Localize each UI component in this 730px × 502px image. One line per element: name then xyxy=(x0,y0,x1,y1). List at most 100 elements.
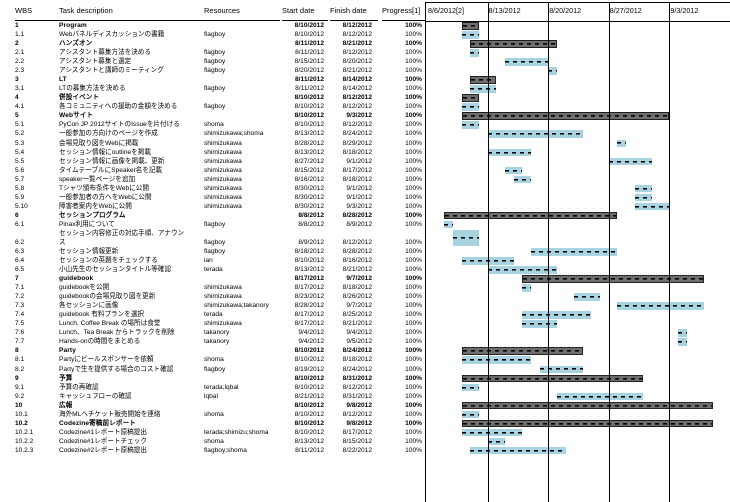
wbs-cell[interactable]: 5.2 xyxy=(15,130,25,138)
progress-cell[interactable]: 100% xyxy=(405,85,422,93)
task-bar[interactable] xyxy=(634,202,670,211)
table-row[interactable]: 6.5 小山先生のセッションタイトル等確認 terada 8/13/2012 8/21/… xyxy=(0,265,730,274)
resources-cell[interactable]: terada xyxy=(204,266,223,274)
resources-cell[interactable]: flagboy xyxy=(204,220,226,228)
wbs-cell[interactable]: 5.5 xyxy=(15,157,25,165)
finish-date-cell[interactable]: 8/21/2012 xyxy=(342,67,372,75)
resources-cell[interactable]: ian xyxy=(204,257,213,265)
table-row[interactable]: 4.1 各コミュニティへの援助の金額を決める flagboy 8/10/2012 8/1… xyxy=(0,102,730,111)
start-date-cell[interactable]: 8/15/2012 xyxy=(294,166,324,174)
wbs-cell[interactable]: 7.1 xyxy=(15,284,25,292)
resources-cell[interactable]: flagboy xyxy=(204,365,226,373)
start-date-cell[interactable]: 8/10/2012 xyxy=(294,121,324,129)
finish-date-cell[interactable]: 8/18/2012 xyxy=(342,148,372,156)
progress-cell[interactable]: 100% xyxy=(405,356,422,364)
finish-date-cell[interactable]: 9/3/2012 xyxy=(346,202,372,210)
progress-cell[interactable]: 100% xyxy=(405,338,422,346)
task-bar[interactable] xyxy=(452,229,479,246)
finish-date-cell[interactable]: 8/12/2012 xyxy=(342,31,372,39)
resources-cell[interactable]: takanory xyxy=(204,338,230,346)
resources-cell[interactable]: takanory xyxy=(204,329,230,337)
wbs-cell[interactable]: 8.1 xyxy=(15,356,25,364)
resources-cell[interactable] xyxy=(204,93,280,102)
wbs-cell[interactable]: 7.3 xyxy=(15,302,25,310)
task-bar[interactable] xyxy=(504,58,549,66)
table-row[interactable]: 7 guidebook 8/17/2012 9/7/2012 100% xyxy=(0,274,730,283)
task-description-cell[interactable]: Codezine#1レポート原稿提出 xyxy=(59,428,147,436)
wbs-cell[interactable]: 7.7 xyxy=(15,338,25,346)
progress-cell[interactable]: 100% xyxy=(405,293,422,301)
start-date-cell[interactable]: 8/28/2012 xyxy=(294,302,324,310)
task-description-cell[interactable]: LT xyxy=(59,76,67,84)
progress-cell[interactable]: 100% xyxy=(405,365,422,373)
table-row[interactable]: 2.1 アシスタント募集方法を決める flagboy 8/11/2012 8/12/20… xyxy=(0,48,730,57)
finish-date-cell[interactable]: 8/31/2012 xyxy=(342,392,372,400)
table-row[interactable]: 5.7 speaker一覧ページを追加 shimizukawa 8/16/2012 8/… xyxy=(0,175,730,184)
task-description-cell[interactable]: speaker一覧ページを追加 xyxy=(59,175,136,183)
task-description-cell[interactable]: guidebookの会場見取り図を更新 xyxy=(59,293,156,301)
wbs-cell[interactable]: 9 xyxy=(15,374,19,382)
start-date-cell[interactable]: 8/15/2012 xyxy=(294,58,324,66)
resources-cell[interactable]: shimizukawa xyxy=(204,148,242,156)
table-row[interactable]: 10.2.3 Codezine#2レポート原稿提出 flagboy;shoma 8/1… xyxy=(0,446,730,455)
table-row[interactable]: 9.1 予算の再確認 terada;lqbal 8/10/2012 8/12/2012 1… xyxy=(0,383,730,392)
wbs-cell[interactable]: 6.3 xyxy=(15,248,25,255)
task-bar[interactable] xyxy=(530,248,618,256)
start-date-cell[interactable]: 8/17/2012 xyxy=(294,284,324,292)
start-date-cell[interactable]: 8/11/2012 xyxy=(295,76,324,84)
start-date-cell[interactable]: 8/10/2012 xyxy=(294,401,324,409)
wbs-cell[interactable]: 10.2.1 xyxy=(15,428,34,436)
start-date-cell[interactable]: 8/10/2012 xyxy=(294,103,324,111)
task-bar[interactable] xyxy=(461,31,479,39)
table-row[interactable]: 9.2 キャッシュフローの確認 lqbal 8/21/2012 8/31/2012 100… xyxy=(0,392,730,401)
wbs-cell[interactable]: 2.2 xyxy=(15,58,25,66)
header-finish-date[interactable]: Finish date xyxy=(330,2,378,21)
resources-cell[interactable]: shimizukawa xyxy=(204,184,242,192)
table-row[interactable]: 5.8 Tシャツ頒布条件をWebに公開 shimizukawa 8/30/2012 9/… xyxy=(0,184,730,193)
table-row[interactable]: 10.2 Codezine寄稿前レポート 8/10/2012 9/8/2012 100% xyxy=(0,419,730,428)
wbs-cell[interactable]: 4 xyxy=(15,94,19,102)
table-row[interactable]: 7.2 guidebookの会場見取り図を更新 shimizukawa 8/23/20… xyxy=(0,292,730,301)
start-date-cell[interactable]: 8/13/2012 xyxy=(294,437,324,445)
task-bar[interactable] xyxy=(634,184,653,193)
wbs-cell[interactable]: 10.2.3 xyxy=(15,446,34,454)
task-bar[interactable] xyxy=(461,428,523,437)
task-description-cell[interactable]: Hands-onの時間をまとめる xyxy=(59,338,141,346)
header-start-date[interactable]: Start date xyxy=(282,2,328,21)
table-row[interactable]: 8.2 Partyで生を提供する場合のコスト確認 flagboy 8/19/2012 8… xyxy=(0,365,730,374)
progress-cell[interactable]: 100% xyxy=(405,419,422,427)
start-date-cell[interactable]: 8/10/2012 xyxy=(294,374,324,382)
finish-date-cell[interactable]: 8/12/2012 xyxy=(342,383,372,391)
table-row[interactable]: 6.4 セッションの英題をチェックする ian 8/10/2012 8/16/2012 1… xyxy=(0,256,730,265)
task-bar[interactable] xyxy=(678,329,687,337)
resources-cell[interactable]: shimizukawa xyxy=(204,166,242,174)
wbs-cell[interactable]: 8.2 xyxy=(15,365,25,373)
wbs-cell[interactable]: 3 xyxy=(15,76,19,84)
task-bar[interactable] xyxy=(461,356,531,364)
resources-cell[interactable]: shimizukawa xyxy=(204,193,242,201)
resources-cell[interactable] xyxy=(204,374,280,383)
task-description-cell[interactable]: セッション情報にoutlineを掲載 xyxy=(59,148,151,156)
wbs-cell[interactable]: 10 xyxy=(15,401,23,409)
task-description-cell[interactable]: セッション情報更新 xyxy=(59,248,119,255)
resources-cell[interactable]: lqbal xyxy=(204,392,218,400)
task-description-cell[interactable]: LTの募集方法を決める xyxy=(59,85,126,93)
progress-cell[interactable]: 100% xyxy=(405,193,422,201)
wbs-cell[interactable]: 6.1 xyxy=(15,220,25,228)
task-description-cell[interactable]: アシスタント募集と選定 xyxy=(59,58,132,66)
finish-date-cell[interactable]: 8/25/2012 xyxy=(342,311,372,319)
task-description-cell[interactable]: セッション情報に画像を掲載、更新 xyxy=(59,157,165,165)
task-description-cell[interactable]: 広報 xyxy=(59,401,73,409)
task-bar[interactable] xyxy=(556,392,644,401)
resources-cell[interactable]: flagboy xyxy=(204,103,226,111)
task-description-cell[interactable]: Party xyxy=(59,347,76,355)
finish-date-cell[interactable]: 8/28/2012 xyxy=(342,248,372,255)
start-date-cell[interactable] xyxy=(278,229,324,238)
task-description-cell[interactable]: 一般参加の方向けのページを作成 xyxy=(59,130,158,138)
wbs-cell[interactable]: 9.2 xyxy=(15,392,25,400)
resources-cell[interactable] xyxy=(204,111,280,120)
progress-cell[interactable]: 100% xyxy=(405,166,422,174)
task-description-cell[interactable]: アシスタント募集方法を決める xyxy=(59,49,152,57)
finish-date-cell[interactable]: 8/22/2012 xyxy=(342,446,372,454)
finish-date-cell[interactable]: 8/12/2012 xyxy=(342,49,372,57)
